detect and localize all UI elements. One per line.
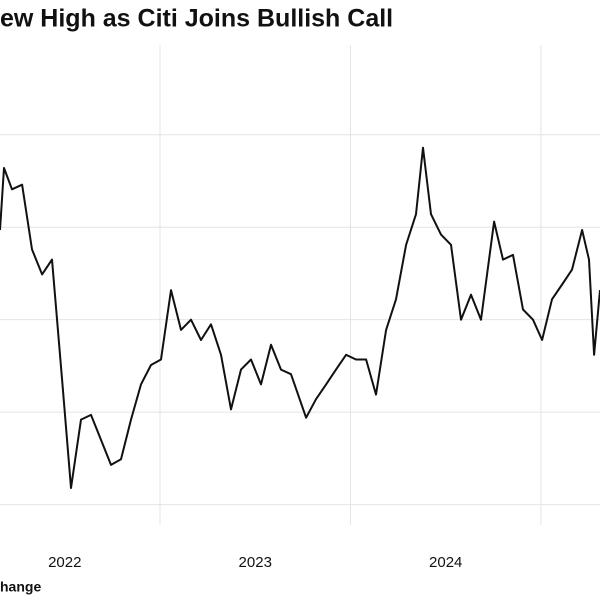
chart-title: ew High as Citi Joins Bullish Call [0,5,393,33]
x-tick-label: 2022 [48,554,81,571]
line [0,146,600,489]
x-tick-label: 2024 [429,554,462,571]
source: hange [0,579,41,595]
x-tick-label: 2023 [239,554,272,571]
